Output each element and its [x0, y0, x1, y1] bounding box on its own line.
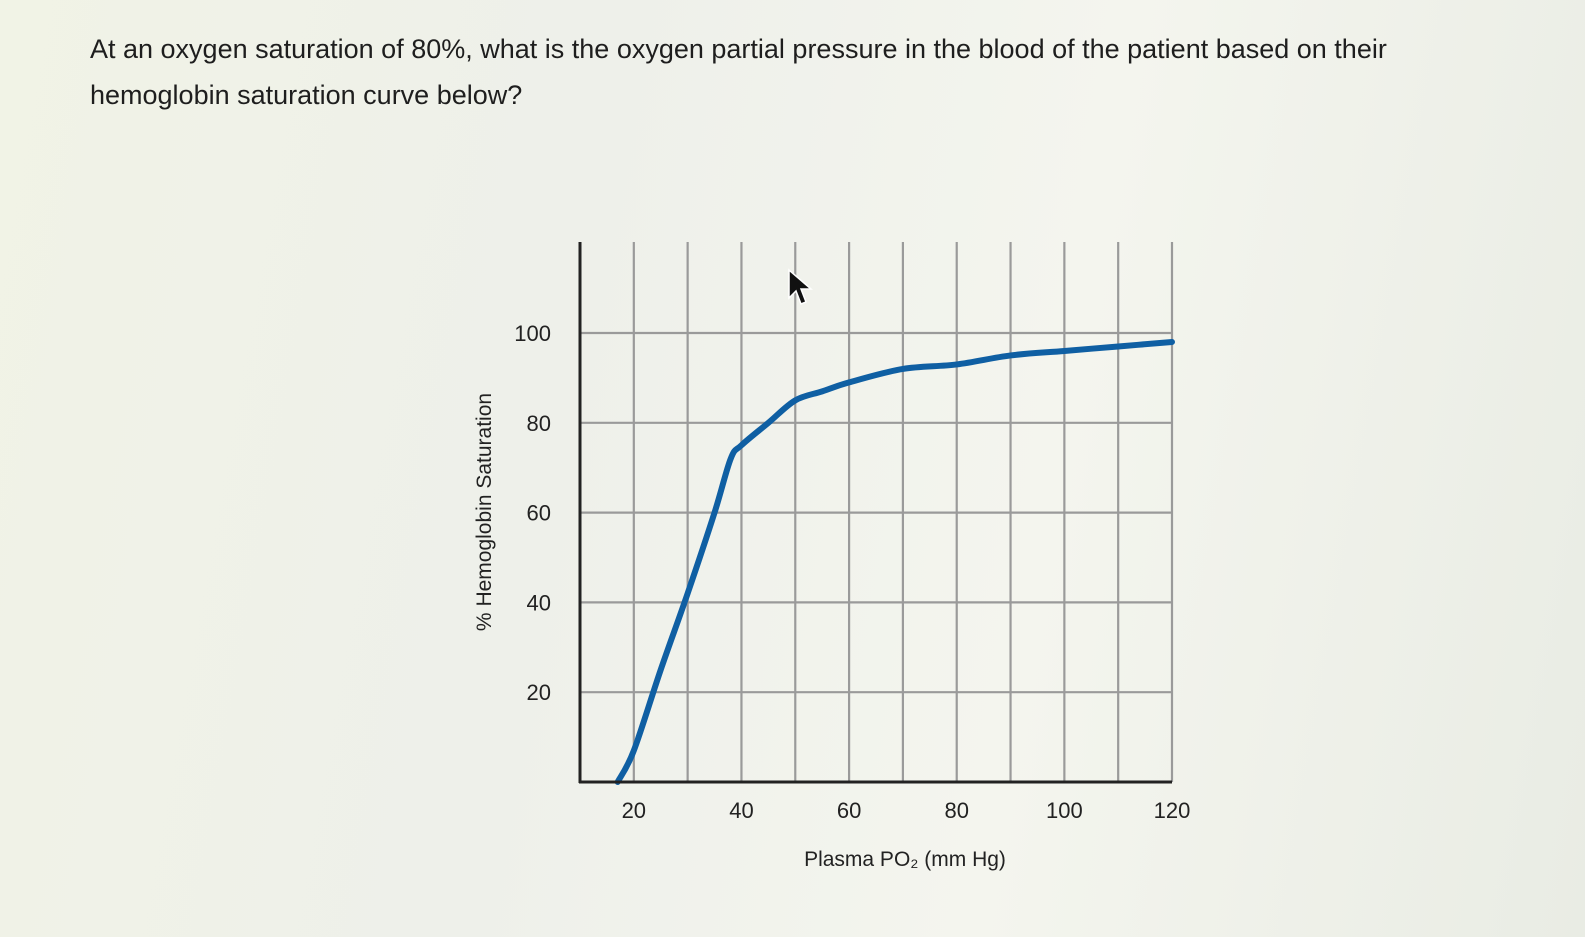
y-tick-label: 20	[527, 680, 551, 705]
mouse-pointer-icon	[788, 268, 813, 305]
chart-grid	[580, 242, 1174, 782]
chart-tick-labels: 20 40 60 80 100 20 40 60 80 100 120	[514, 321, 1190, 823]
y-axis-label: % Hemoglobin Saturation	[473, 393, 496, 631]
question-text: At an oxygen saturation of 80%, what is …	[90, 34, 1387, 110]
y-tick-label: 80	[527, 411, 551, 436]
x-tick-label: 20	[622, 798, 646, 823]
x-axis-label: Plasma PO₂ (mm Hg)	[804, 848, 1006, 871]
chart-axes	[578, 242, 1172, 784]
x-tick-label: 80	[944, 798, 968, 823]
x-tick-label: 60	[837, 798, 861, 823]
y-tick-label: 40	[527, 590, 551, 615]
x-tick-label: 100	[1046, 798, 1083, 823]
chart-series	[614, 338, 1175, 785]
y-tick-label: 60	[527, 501, 551, 526]
y-tick-label: 100	[514, 321, 551, 346]
x-tick-label: 120	[1154, 798, 1191, 823]
x-tick-label: 40	[729, 798, 753, 823]
saturation-curve	[614, 338, 1175, 785]
